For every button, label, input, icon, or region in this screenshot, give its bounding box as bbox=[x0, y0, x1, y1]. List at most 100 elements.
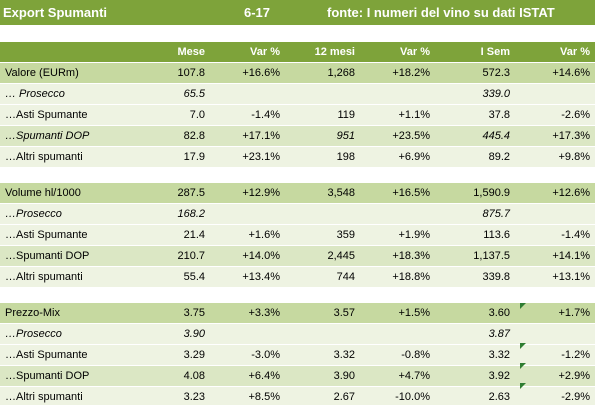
cell-var-12-mesi[interactable]: +18.2% bbox=[360, 62, 435, 84]
cell-12-mesi[interactable]: 3.32 bbox=[285, 344, 360, 366]
cell-mese[interactable]: 7.0 bbox=[135, 104, 210, 126]
row-label[interactable]: …Asti Spumante bbox=[0, 224, 135, 246]
cell-var-mese[interactable]: +6.4% bbox=[210, 365, 285, 387]
cell-var-mese[interactable] bbox=[210, 83, 285, 105]
cell-var-mese[interactable] bbox=[210, 323, 285, 345]
cell-mese[interactable]: 168.2 bbox=[135, 203, 210, 225]
cell-var-12-mesi[interactable]: +1.9% bbox=[360, 224, 435, 246]
row-label[interactable]: Volume hl/1000 bbox=[0, 183, 135, 204]
cell-12-mesi[interactable] bbox=[285, 203, 360, 225]
cell-var-mese[interactable]: +14.0% bbox=[210, 245, 285, 267]
cell-i-sem[interactable]: 445.4 bbox=[435, 125, 515, 147]
cell-var-i-sem[interactable]: +1.7% bbox=[515, 303, 595, 324]
cell-i-sem[interactable]: 3.60 bbox=[435, 303, 515, 324]
cell-var-i-sem[interactable]: +17.3% bbox=[515, 125, 595, 147]
cell-12-mesi[interactable]: 2,445 bbox=[285, 245, 360, 267]
cell-var-12-mesi[interactable]: +6.9% bbox=[360, 146, 435, 168]
cell-mese[interactable]: 3.75 bbox=[135, 303, 210, 324]
cell-var-i-sem[interactable]: +13.1% bbox=[515, 266, 595, 288]
cell-mese[interactable]: 107.8 bbox=[135, 62, 210, 84]
comment-flag-icon[interactable] bbox=[520, 303, 526, 309]
cell-12-mesi[interactable]: 359 bbox=[285, 224, 360, 246]
cell-i-sem[interactable]: 3.32 bbox=[435, 344, 515, 366]
cell-mese[interactable]: 3.23 bbox=[135, 386, 210, 405]
cell-12-mesi[interactable]: 1,268 bbox=[285, 62, 360, 84]
cell-i-sem[interactable]: 113.6 bbox=[435, 224, 515, 246]
cell-var-mese[interactable]: +17.1% bbox=[210, 125, 285, 147]
cell-mese[interactable]: 287.5 bbox=[135, 183, 210, 204]
cell-12-mesi[interactable]: 119 bbox=[285, 104, 360, 126]
row-label[interactable]: … Prosecco bbox=[0, 83, 135, 105]
cell-var-mese[interactable]: +23.1% bbox=[210, 146, 285, 168]
cell-i-sem[interactable]: 37.8 bbox=[435, 104, 515, 126]
cell-var-12-mesi[interactable] bbox=[360, 83, 435, 105]
comment-flag-icon[interactable] bbox=[520, 363, 526, 369]
cell-i-sem[interactable]: 1,137.5 bbox=[435, 245, 515, 267]
cell-var-mese[interactable]: +1.6% bbox=[210, 224, 285, 246]
cell-var-mese[interactable]: +8.5% bbox=[210, 386, 285, 405]
comment-flag-icon[interactable] bbox=[520, 383, 526, 389]
cell-12-mesi[interactable]: 951 bbox=[285, 125, 360, 147]
cell-12-mesi[interactable]: 198 bbox=[285, 146, 360, 168]
row-label[interactable]: …Spumanti DOP bbox=[0, 245, 135, 267]
cell-mese[interactable]: 55.4 bbox=[135, 266, 210, 288]
cell-var-i-sem[interactable]: -2.9% bbox=[515, 386, 595, 405]
cell-var-mese[interactable] bbox=[210, 203, 285, 225]
cell-var-i-sem[interactable] bbox=[515, 203, 595, 225]
cell-mese[interactable]: 82.8 bbox=[135, 125, 210, 147]
cell-var-i-sem[interactable] bbox=[515, 323, 595, 345]
cell-var-12-mesi[interactable] bbox=[360, 203, 435, 225]
cell-12-mesi[interactable]: 3.57 bbox=[285, 303, 360, 324]
row-label[interactable]: …Asti Spumante bbox=[0, 344, 135, 366]
cell-var-i-sem[interactable]: +9.8% bbox=[515, 146, 595, 168]
cell-i-sem[interactable]: 89.2 bbox=[435, 146, 515, 168]
cell-mese[interactable]: 17.9 bbox=[135, 146, 210, 168]
cell-var-i-sem[interactable]: -1.2% bbox=[515, 344, 595, 366]
cell-var-12-mesi[interactable]: +18.3% bbox=[360, 245, 435, 267]
cell-var-mese[interactable]: +13.4% bbox=[210, 266, 285, 288]
cell-var-12-mesi[interactable]: +1.5% bbox=[360, 303, 435, 324]
cell-var-mese[interactable]: +16.6% bbox=[210, 62, 285, 84]
cell-var-i-sem[interactable]: +14.6% bbox=[515, 62, 595, 84]
row-label[interactable]: …Altri spumanti bbox=[0, 266, 135, 288]
cell-12-mesi[interactable]: 3.90 bbox=[285, 365, 360, 387]
row-label[interactable]: …Spumanti DOP bbox=[0, 365, 135, 387]
cell-var-i-sem[interactable]: +2.9% bbox=[515, 365, 595, 387]
cell-12-mesi[interactable] bbox=[285, 83, 360, 105]
cell-i-sem[interactable]: 875.7 bbox=[435, 203, 515, 225]
cell-12-mesi[interactable]: 744 bbox=[285, 266, 360, 288]
cell-var-i-sem[interactable]: +12.6% bbox=[515, 183, 595, 204]
row-label[interactable]: …Altri spumanti bbox=[0, 386, 135, 405]
row-label[interactable]: …Asti Spumante bbox=[0, 104, 135, 126]
comment-flag-icon[interactable] bbox=[520, 343, 526, 349]
row-label[interactable]: …Prosecco bbox=[0, 203, 135, 225]
row-label[interactable]: …Altri spumanti bbox=[0, 146, 135, 168]
cell-i-sem[interactable]: 339.0 bbox=[435, 83, 515, 105]
cell-12-mesi[interactable] bbox=[285, 323, 360, 345]
cell-var-i-sem[interactable]: -1.4% bbox=[515, 224, 595, 246]
cell-i-sem[interactable]: 2.63 bbox=[435, 386, 515, 405]
cell-var-12-mesi[interactable]: -10.0% bbox=[360, 386, 435, 405]
cell-var-12-mesi[interactable]: -0.8% bbox=[360, 344, 435, 366]
row-label[interactable]: …Spumanti DOP bbox=[0, 125, 135, 147]
cell-i-sem[interactable]: 3.87 bbox=[435, 323, 515, 345]
cell-var-mese[interactable]: +3.3% bbox=[210, 303, 285, 324]
cell-i-sem[interactable]: 572.3 bbox=[435, 62, 515, 84]
cell-mese[interactable]: 3.90 bbox=[135, 323, 210, 345]
cell-var-12-mesi[interactable]: +16.5% bbox=[360, 183, 435, 204]
cell-mese[interactable]: 65.5 bbox=[135, 83, 210, 105]
cell-12-mesi[interactable]: 2.67 bbox=[285, 386, 360, 405]
cell-var-12-mesi[interactable]: +1.1% bbox=[360, 104, 435, 126]
cell-var-12-mesi[interactable]: +23.5% bbox=[360, 125, 435, 147]
cell-mese[interactable]: 4.08 bbox=[135, 365, 210, 387]
cell-var-12-mesi[interactable]: +4.7% bbox=[360, 365, 435, 387]
row-label[interactable]: Valore (EURm) bbox=[0, 62, 135, 84]
cell-mese[interactable]: 210.7 bbox=[135, 245, 210, 267]
cell-var-i-sem[interactable]: -2.6% bbox=[515, 104, 595, 126]
cell-i-sem[interactable]: 3.92 bbox=[435, 365, 515, 387]
cell-var-12-mesi[interactable]: +18.8% bbox=[360, 266, 435, 288]
cell-var-12-mesi[interactable] bbox=[360, 323, 435, 345]
cell-i-sem[interactable]: 1,590.9 bbox=[435, 183, 515, 204]
row-label[interactable]: Prezzo-Mix bbox=[0, 303, 135, 324]
cell-var-mese[interactable]: -3.0% bbox=[210, 344, 285, 366]
